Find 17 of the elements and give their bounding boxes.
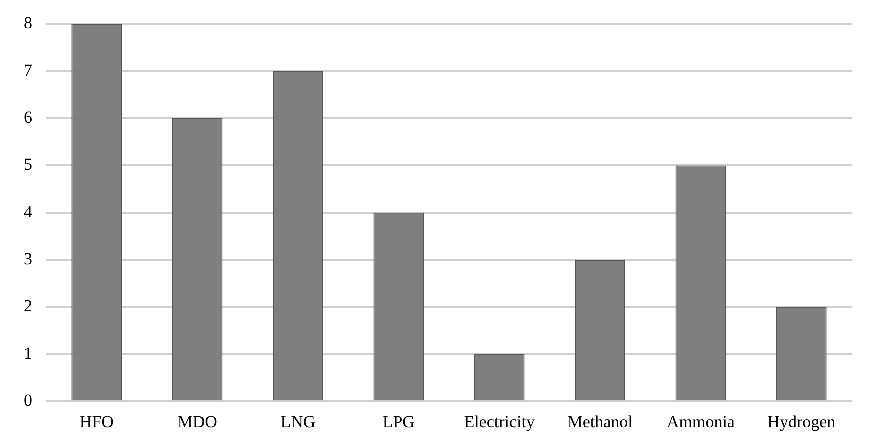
y-tick-label: 7 <box>24 60 33 80</box>
x-tick-label: Hydrogen <box>768 412 836 432</box>
y-tick-label: 6 <box>24 108 32 128</box>
y-tick-label: 3 <box>24 250 32 269</box>
y-tick-label: 2 <box>24 296 32 316</box>
x-tick-label: Ammonia <box>666 412 736 432</box>
y-tick-label: 1 <box>24 344 32 363</box>
y-tick-label: 8 <box>24 14 32 33</box>
x-tick-label: Methanol <box>568 412 634 432</box>
x-tick-label: HFO <box>80 412 114 432</box>
y-tick-label: 5 <box>24 155 32 174</box>
y-tick-label: 4 <box>24 202 33 222</box>
x-tick-label: Electricity <box>464 412 536 432</box>
x-tick-label: LNG <box>280 412 316 432</box>
y-tick-label: 0 <box>24 391 32 410</box>
x-tick-label: LPG <box>382 412 415 432</box>
x-tick-label: MDO <box>178 412 218 432</box>
